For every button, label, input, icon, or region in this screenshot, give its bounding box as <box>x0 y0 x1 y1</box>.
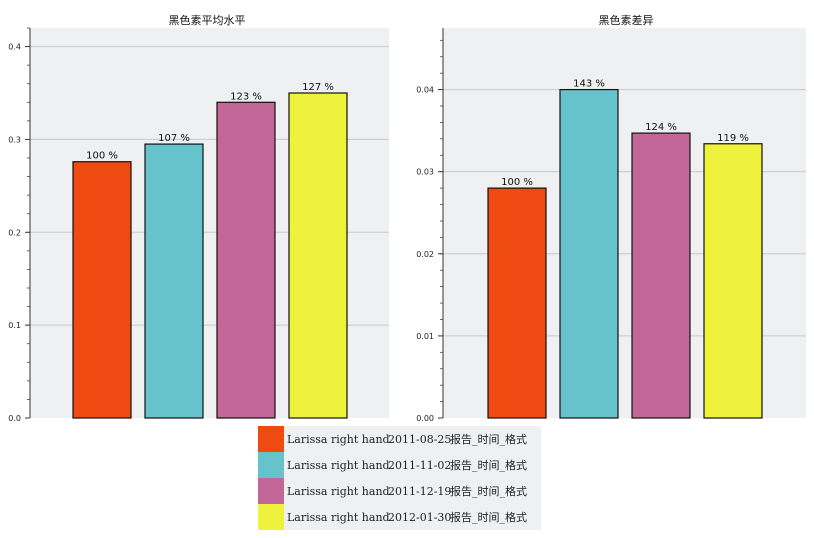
y-tick-label: 0.03 <box>416 168 434 177</box>
bar <box>288 92 348 419</box>
bar <box>559 88 619 419</box>
bar-value-label: 127 % <box>302 82 334 93</box>
y-tick-label: 0.01 <box>416 332 434 341</box>
bar <box>144 143 204 419</box>
legend-label: Larissa right hand <box>287 459 390 472</box>
y-tick-label: 0.04 <box>416 86 434 95</box>
bar-value-label: 123 % <box>230 91 262 102</box>
y-tick-label: 0.0 <box>8 414 21 423</box>
legend: Larissa right hand2011-08-25报告_时间_格式Lari… <box>258 426 541 530</box>
bar-value-label: 124 % <box>645 122 677 133</box>
y-tick-label: 0.4 <box>8 43 21 52</box>
legend-background <box>258 426 541 530</box>
bar-value-label: 143 % <box>573 79 605 90</box>
chart-title: 黑色素差异 <box>599 13 654 27</box>
chart-title: 黑色素平均水平 <box>169 13 246 27</box>
bar <box>703 143 763 419</box>
y-tick-label: 0.1 <box>8 321 21 330</box>
bar <box>631 132 691 419</box>
y-axis: 0.00 0.01 0.02 0.03 0.04 <box>416 28 444 423</box>
legend-swatch <box>258 452 284 478</box>
bar-value-label: 100 % <box>501 177 533 188</box>
legend-date: 2011-11-02 <box>388 459 451 472</box>
y-tick-label: 0.00 <box>416 414 434 423</box>
bar <box>487 187 547 419</box>
legend-swatch <box>258 478 284 504</box>
bars: 100 % 143 % 124 % 119 % <box>487 79 763 419</box>
legend-date: 2011-12-19 <box>388 485 451 498</box>
bar-value-label: 107 % <box>158 133 190 144</box>
legend-suffix: 报告_时间_格式 <box>450 432 527 446</box>
y-tick-label: 0.3 <box>8 135 21 144</box>
legend-label: Larissa right hand <box>287 485 390 498</box>
legend-suffix: 报告_时间_格式 <box>450 458 527 472</box>
bar-value-label: 100 % <box>86 151 118 162</box>
legend-label: Larissa right hand <box>287 433 390 446</box>
y-axis: 0.0 0.1 0.2 0.3 0.4 <box>8 27 31 423</box>
bar <box>72 161 132 419</box>
bar <box>216 101 276 419</box>
y-tick-label: 0.2 <box>8 228 21 237</box>
legend-suffix: 报告_时间_格式 <box>450 510 527 524</box>
melanin-variance-chart: 0.00 0.01 0.02 0.03 0.04 100 % 143 % 124 % 119 … <box>416 13 806 423</box>
legend-label: Larissa right hand <box>287 511 390 524</box>
legend-suffix: 报告_时间_格式 <box>450 484 527 498</box>
legend-swatch <box>258 426 284 452</box>
legend-date: 2011-08-25 <box>388 433 451 446</box>
bar-value-label: 119 % <box>717 133 749 144</box>
mean-melanin-chart: 0.0 0.1 0.2 0.3 0.4 100 % 107 % 123 % 127 % 黑色素… <box>8 13 389 423</box>
legend-date: 2012-01-30 <box>388 511 451 524</box>
y-tick-label: 0.02 <box>416 250 434 259</box>
legend-swatch <box>258 504 284 530</box>
bars: 100 % 107 % 123 % 127 % <box>72 82 348 419</box>
